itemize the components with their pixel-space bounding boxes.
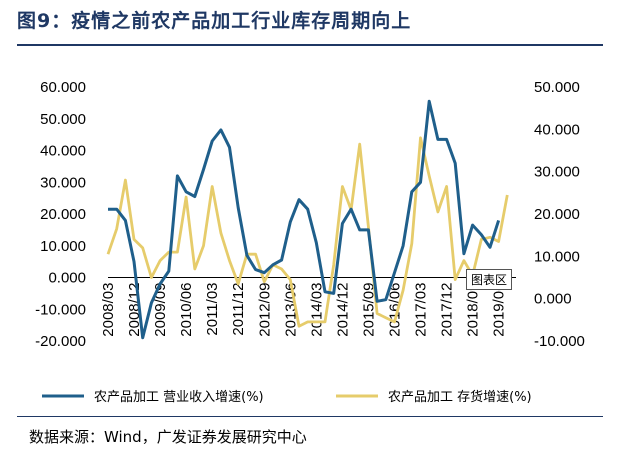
series-line-revenue[interactable]: [108, 99, 501, 340]
left-tick-label: 50.000: [40, 111, 86, 128]
x-tick-label: 2018/09: [465, 283, 482, 337]
legend: 农产品加工 营业收入增速(%) 农产品加工 存货增速(%): [42, 389, 532, 405]
x-axis-labels: 2008/03 2008/12 2009/09 2010/06 2011/03 2011/…: [100, 283, 508, 337]
right-axis-ticks: -10.000 0.000 10.000 20.000 30.000 40.000 50.0…: [534, 79, 585, 350]
right-tick-label: 40.000: [534, 121, 580, 138]
x-tick-label: 2014/12: [334, 283, 351, 337]
x-tick-label: 2012/09: [256, 283, 273, 337]
right-tick-label: 50.000: [534, 79, 580, 96]
x-tick-label: 2016/06: [386, 283, 403, 337]
series-lines: [106, 99, 509, 340]
footer-divider: [17, 416, 603, 417]
left-tick-label: -10.000: [35, 301, 86, 318]
x-tick-label: 2019/06: [491, 283, 508, 337]
left-tick-label: 0.000: [48, 270, 86, 287]
right-tick-label: 10.000: [534, 248, 580, 265]
line-chart[interactable]: -20.000 -10.000 0.000 10.000 20.000 30.000 40.…: [0, 0, 620, 416]
x-tick-label: 2009/09: [152, 283, 169, 337]
title-divider: [17, 44, 603, 46]
left-tick-label: 10.000: [40, 238, 86, 255]
series-line-inventory[interactable]: [106, 136, 509, 328]
x-tick-label: 2010/06: [178, 283, 195, 337]
x-tick-label: 2015/09: [360, 283, 377, 337]
source-note: 数据来源：Wind，广发证券发展研究中心: [29, 428, 307, 446]
x-tick-label: 2017/03: [413, 283, 430, 337]
legend-label-inventory: 农产品加工 存货增速(%): [388, 389, 532, 405]
chart-title: 图9：疫情之前农产品加工行业库存周期向上: [17, 10, 412, 32]
left-tick-label: 60.000: [40, 79, 86, 96]
left-axis-ticks: -20.000 -10.000 0.000 10.000 20.000 30.000 40.…: [35, 79, 86, 350]
x-tick-label: 2013/06: [282, 283, 299, 337]
right-tick-label: 0.000: [534, 291, 572, 308]
right-tick-label: 20.000: [534, 206, 580, 223]
x-tick-label: 2017/12: [439, 283, 456, 337]
left-tick-label: 40.000: [40, 143, 86, 160]
left-tick-label: -20.000: [35, 333, 86, 350]
x-tick-label: 2008/03: [100, 283, 117, 337]
right-tick-label: 30.000: [534, 164, 580, 181]
x-tick-label: 2011/12: [230, 283, 247, 336]
x-tick-label: 2011/03: [204, 283, 221, 336]
chart-area-tooltip: 图表区: [466, 269, 513, 290]
x-tick-label: 2014/03: [308, 283, 325, 337]
left-tick-label: 20.000: [40, 206, 86, 223]
left-tick-label: 30.000: [40, 174, 86, 191]
right-tick-label: -10.000: [534, 333, 585, 350]
legend-label-revenue: 农产品加工 营业收入增速(%): [94, 390, 264, 405]
